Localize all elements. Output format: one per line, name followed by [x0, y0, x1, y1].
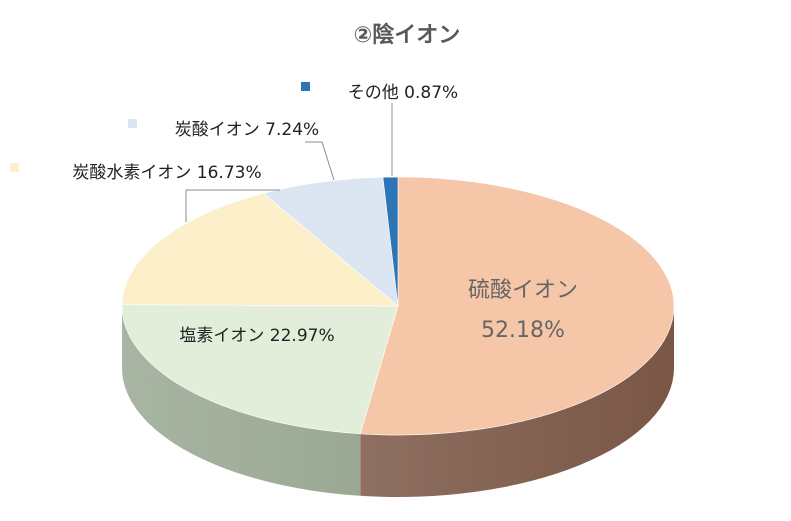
side-wall-1	[122, 306, 361, 496]
leader-line-3	[305, 141, 335, 181]
chart-title: ②陰イオン	[354, 22, 461, 48]
pie-slice-4	[382, 176, 399, 307]
slice-label-2: 炭酸水素イオン 16.73%	[72, 163, 261, 183]
legend-swatch-3	[128, 119, 137, 128]
pie-slice-0	[359, 176, 675, 436]
legend-swatch-4	[301, 82, 310, 91]
slice-label-value-0: 52.18%	[481, 318, 565, 343]
pie-top-faces	[121, 176, 675, 436]
leader-line-2	[185, 189, 280, 222]
slice-label-name-0: 硫酸イオン	[468, 278, 578, 303]
leader-lines	[185, 103, 393, 222]
pie-slice-1	[121, 304, 399, 435]
pie-side-walls	[122, 306, 674, 498]
pie-slice-3	[262, 176, 399, 307]
slice-labels: 硫酸イオン 52.18% 塩素イオン 22.97% 炭酸水素イオン 16.73% 炭酸イ…	[10, 82, 578, 346]
pie-slice-2	[121, 193, 399, 307]
legend-swatch-2	[10, 163, 19, 172]
slice-label-1: 塩素イオン 22.97%	[179, 326, 334, 346]
slice-label-4: その他 0.87%	[348, 83, 458, 103]
side-wall-0	[360, 306, 674, 498]
slice-label-3: 炭酸イオン 7.24%	[175, 120, 319, 140]
